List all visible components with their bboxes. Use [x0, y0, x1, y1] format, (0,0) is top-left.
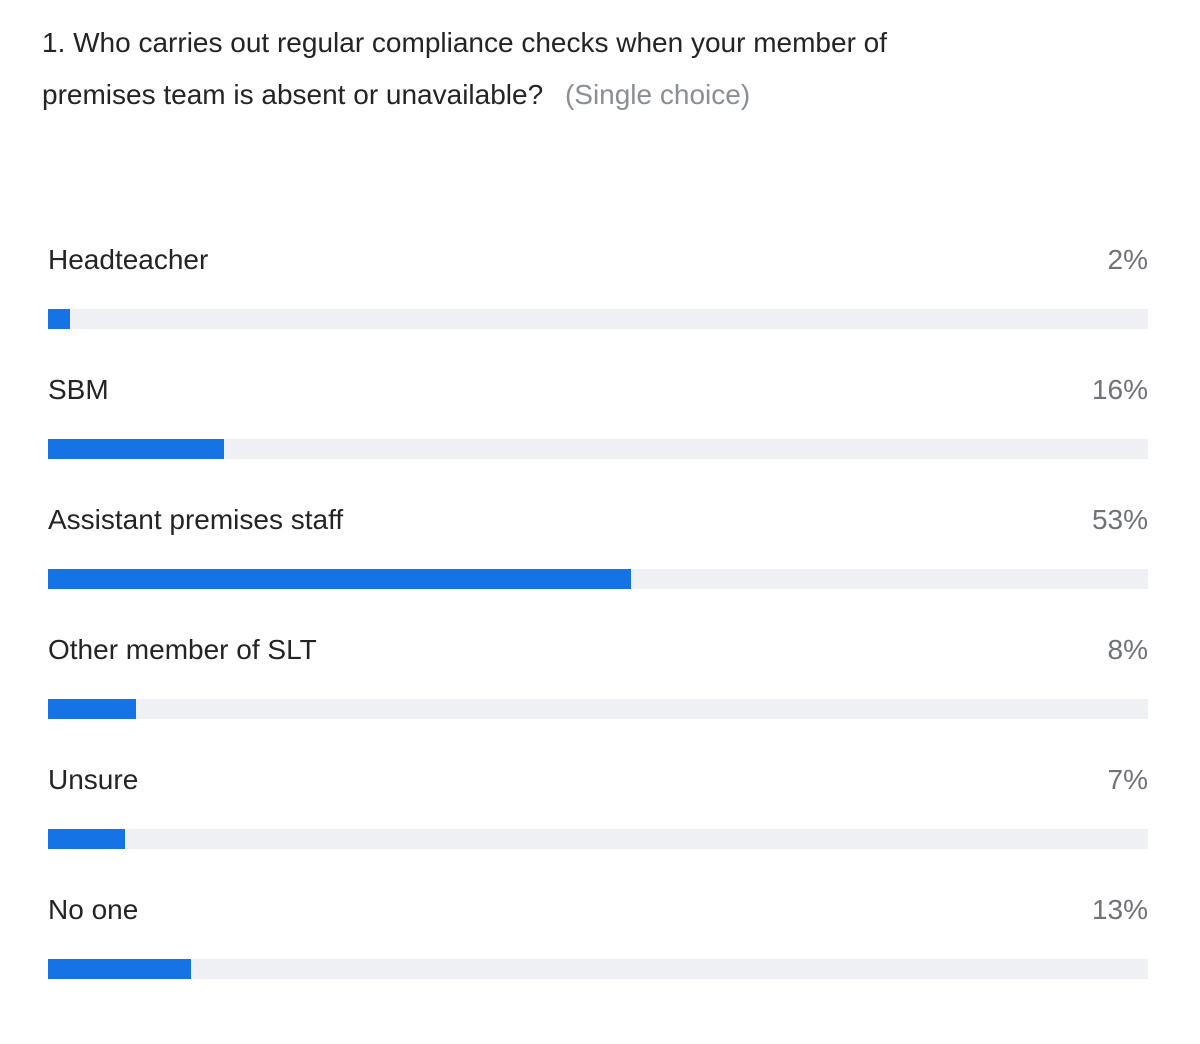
result-row-header: Other member of SLT 8%	[48, 632, 1148, 668]
bar-track	[48, 829, 1148, 849]
result-row-header: No one 13%	[48, 892, 1148, 928]
option-label: Other member of SLT	[48, 634, 317, 665]
option-percentage: 7%	[1107, 764, 1148, 795]
results-list: Headteacher 2% SBM 16% Assistant premises st…	[48, 242, 1148, 979]
option-percentage: 13%	[1091, 894, 1148, 925]
result-row-header: Unsure 7%	[48, 762, 1148, 798]
option-label: No one	[48, 894, 139, 925]
question-type-label: (Single choice)	[564, 79, 751, 110]
survey-results-panel: 1. Who carries out regular compliance ch…	[0, 17, 1200, 979]
option-label: Headteacher	[48, 244, 209, 275]
bar-fill	[48, 309, 70, 329]
option-percentage: 8%	[1107, 634, 1148, 665]
option-percentage: 2%	[1107, 244, 1148, 275]
bar-track	[48, 439, 1148, 459]
result-row-header: Headteacher 2%	[48, 242, 1148, 278]
result-row-header: SBM 16%	[48, 372, 1148, 408]
result-row: Assistant premises staff 53%	[48, 502, 1148, 589]
option-percentage: 16%	[1091, 374, 1148, 405]
bar-fill	[48, 569, 631, 589]
result-row: Unsure 7%	[48, 762, 1148, 849]
bar-track	[48, 959, 1148, 979]
option-label: SBM	[48, 374, 109, 405]
question-title: 1. Who carries out regular compliance ch…	[42, 17, 942, 121]
option-label: Assistant premises staff	[48, 504, 344, 535]
bar-track	[48, 309, 1148, 329]
bar-fill	[48, 699, 136, 719]
result-row: SBM 16%	[48, 372, 1148, 459]
bar-track	[48, 569, 1148, 589]
bar-fill	[48, 829, 125, 849]
bar-track	[48, 699, 1148, 719]
question-text: 1. Who carries out regular compliance ch…	[42, 27, 888, 110]
result-row-header: Assistant premises staff 53%	[48, 502, 1148, 538]
bar-fill	[48, 439, 224, 459]
option-label: Unsure	[48, 764, 139, 795]
result-row: Headteacher 2%	[48, 242, 1148, 329]
result-row: No one 13%	[48, 892, 1148, 979]
bar-fill	[48, 959, 191, 979]
result-row: Other member of SLT 8%	[48, 632, 1148, 719]
option-percentage: 53%	[1091, 504, 1148, 535]
